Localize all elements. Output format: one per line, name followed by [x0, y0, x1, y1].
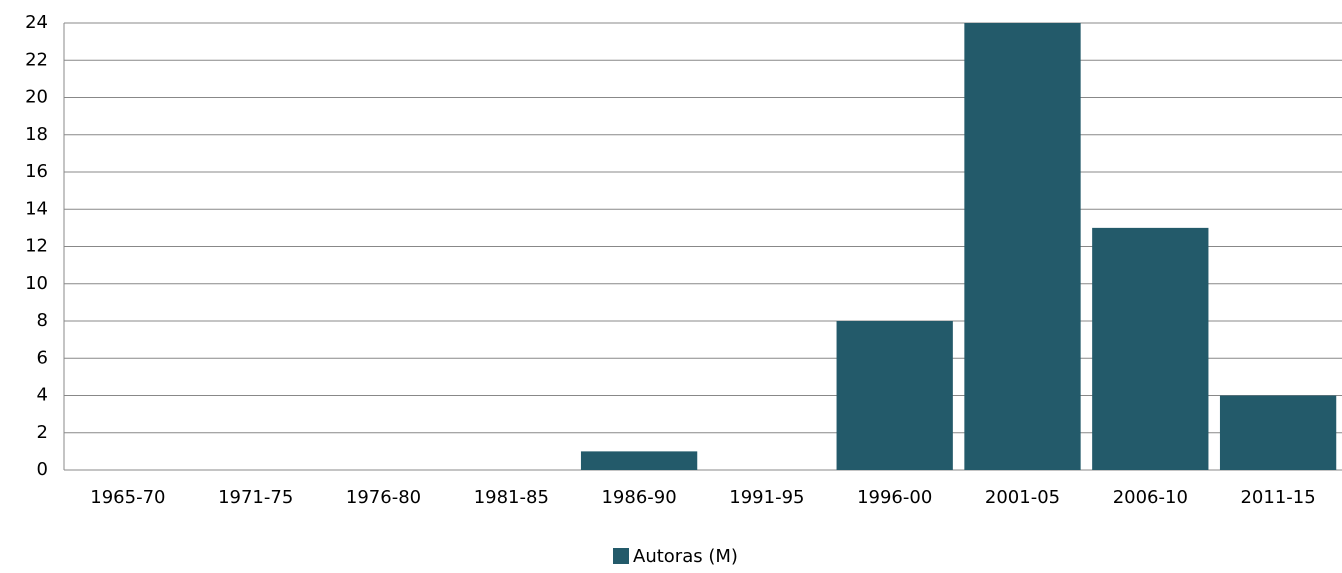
bar [964, 23, 1081, 470]
y-tick-label: 14 [25, 198, 48, 219]
x-tick-label: 1986-90 [601, 487, 676, 508]
bar [1219, 395, 1337, 470]
y-tick-label: 12 [25, 236, 48, 257]
x-tick-label: 2011-15 [1240, 487, 1315, 508]
x-tick-label: 1996-00 [857, 487, 932, 508]
y-tick-label: 4 [37, 385, 48, 406]
y-tick-label: 22 [25, 49, 48, 70]
bar [1092, 227, 1209, 470]
y-tick-label: 0 [37, 459, 48, 480]
x-tick-label: 1965-70 [90, 487, 165, 508]
x-tick-label: 1981-85 [474, 487, 549, 508]
x-tick-label: 2001-05 [985, 487, 1060, 508]
y-tick-label: 20 [25, 87, 48, 108]
y-tick-label: 24 [25, 12, 48, 33]
y-tick-label: 10 [25, 273, 48, 294]
x-tick-label: 2006-10 [1113, 487, 1188, 508]
y-tick-label: 18 [25, 124, 48, 145]
y-tick-label: 16 [25, 161, 48, 182]
x-tick-label: 1991-95 [729, 487, 804, 508]
x-tick-label: 1971-75 [218, 487, 293, 508]
bar [836, 321, 953, 470]
x-tick-label: 1976-80 [346, 487, 421, 508]
legend-swatch [613, 548, 629, 564]
y-tick-label: 2 [37, 422, 48, 443]
bar [580, 451, 698, 470]
y-tick-label: 8 [37, 310, 48, 331]
y-tick-label: 6 [37, 347, 48, 368]
legend-label: Autoras (M) [633, 546, 738, 567]
